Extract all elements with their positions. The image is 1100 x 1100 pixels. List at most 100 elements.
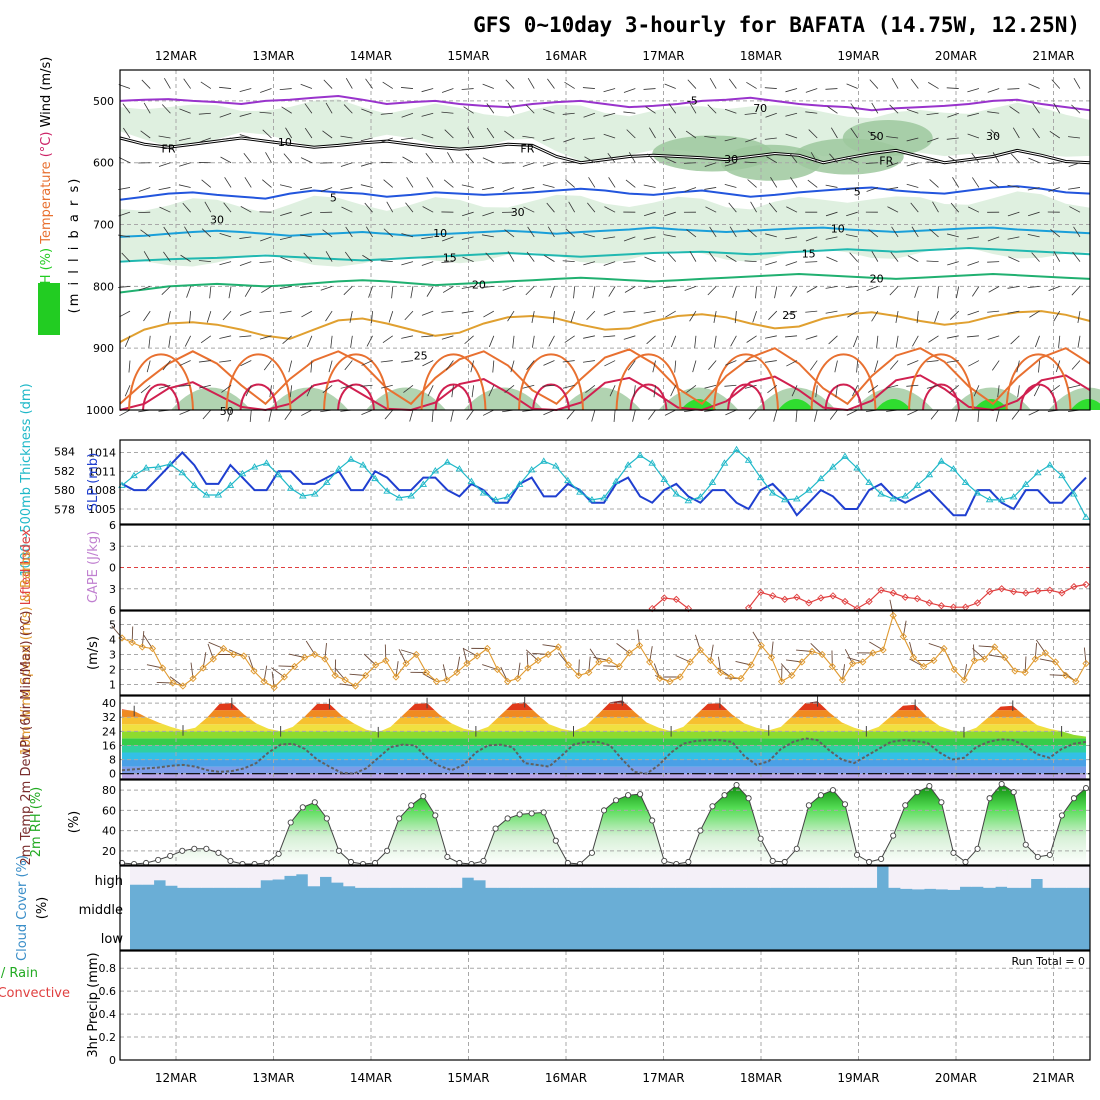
wind-barb [547,78,555,89]
wind-barb [907,360,919,366]
cloud-high-clear [604,866,617,888]
thickness-point [262,459,271,466]
bottom-date-label: 18MAR [740,1071,782,1085]
wind-barb [268,409,272,422]
tick-label: 80 [102,784,116,797]
wind-barb [946,335,959,339]
wind-barb [707,286,717,296]
wind-barb [128,360,131,373]
thickness-point [552,462,560,469]
dewpoint-line [121,737,1087,775]
rh-60-region [120,191,1090,267]
cloud-high-clear [651,866,664,888]
cloud-high-clear [687,866,700,888]
rh-point [829,787,837,794]
wind-barb [322,229,333,238]
wind-barb [140,130,151,139]
wind-barb [221,384,232,393]
wind-barb [486,127,495,139]
isotherm-30 [119,347,1091,406]
cloud-level-label: high [95,874,123,889]
wind-barb [143,251,151,262]
precip-axis-title: 3hr Precip (mm) [86,952,101,1057]
wind-barb [507,102,515,114]
wind-speed-point [524,664,532,672]
wind-barb [441,335,454,340]
wind-barb [461,184,474,188]
bottom-date-label: 21MAR [1032,1071,1074,1085]
tick-label: 40 [102,697,116,710]
wind-barb [886,384,899,389]
wind-barb [179,409,191,415]
wind-barb [773,409,778,422]
lifted-index-point [817,594,825,602]
wind-barb [583,112,596,118]
tick-label: 1014 [88,447,116,460]
wind-barb [183,78,191,89]
wind-barb [624,286,636,293]
isotherm-35-cell [629,383,668,411]
wind-barb [461,88,474,90]
tick-label: 600 [93,157,114,170]
wind-barb [365,78,373,89]
wind-barb [201,228,212,238]
wind-barb [485,252,495,262]
wind-barb [345,226,353,238]
wind-barb [323,79,333,89]
wind-barb [544,255,555,262]
isotherm-30-cell [420,353,487,411]
cloud-high-clear [912,866,925,890]
rh-point [347,858,355,866]
wind-speed-point [879,646,887,654]
cloud-high-clear [959,866,972,887]
cloud-high-clear [615,866,629,888]
wind-barb [724,137,737,142]
wind-barb [447,152,454,163]
wind-barb [159,206,171,213]
thickness-point [1034,468,1042,476]
wind-barb [929,228,939,238]
wind-barb [852,385,859,397]
wind-barb [949,310,960,320]
isotherm-10 [119,226,1091,238]
wind-barb [481,187,494,191]
cloud-cover-panel: high middle low (%) [35,866,1091,950]
isotherm-35-cell [922,383,960,411]
thickness-point [142,464,150,471]
cloud-high-clear [556,866,569,888]
wind-barb [1031,252,1040,262]
wind-barb [947,112,959,118]
wind-barb [1048,285,1060,292]
wind-barb [829,409,838,420]
wind-barb [380,260,393,263]
wind-barb [523,206,535,213]
wind-barb [119,157,131,164]
wind-barb [790,286,798,297]
wind-barb [202,409,212,420]
thickness-point [588,495,596,503]
tick-label: 5 [109,619,116,632]
wind-barb [1010,153,1020,163]
wind-barb [180,254,191,262]
wind-barb [163,78,171,89]
wind-barb [219,137,232,141]
temp-band [122,773,1086,779]
wind-barb [665,310,676,318]
rh-point [890,832,897,839]
thickness-point [455,465,464,472]
wind-speed-point [747,661,755,669]
wind-speed-point [432,677,441,686]
tick-label: 580 [54,484,75,497]
wind-barb [785,133,798,139]
wind-barb [467,127,474,139]
wind-barb [543,108,555,114]
cloud-high-clear [817,866,830,888]
cloud-high-clear [935,866,949,890]
wind-barb [562,260,575,263]
wind-speed-point [443,676,451,684]
wind-barb [380,360,393,363]
thickness-point [335,465,343,472]
wind-barb [562,112,575,115]
wind-barb [987,335,1000,340]
wind-speed-point [1031,655,1039,663]
